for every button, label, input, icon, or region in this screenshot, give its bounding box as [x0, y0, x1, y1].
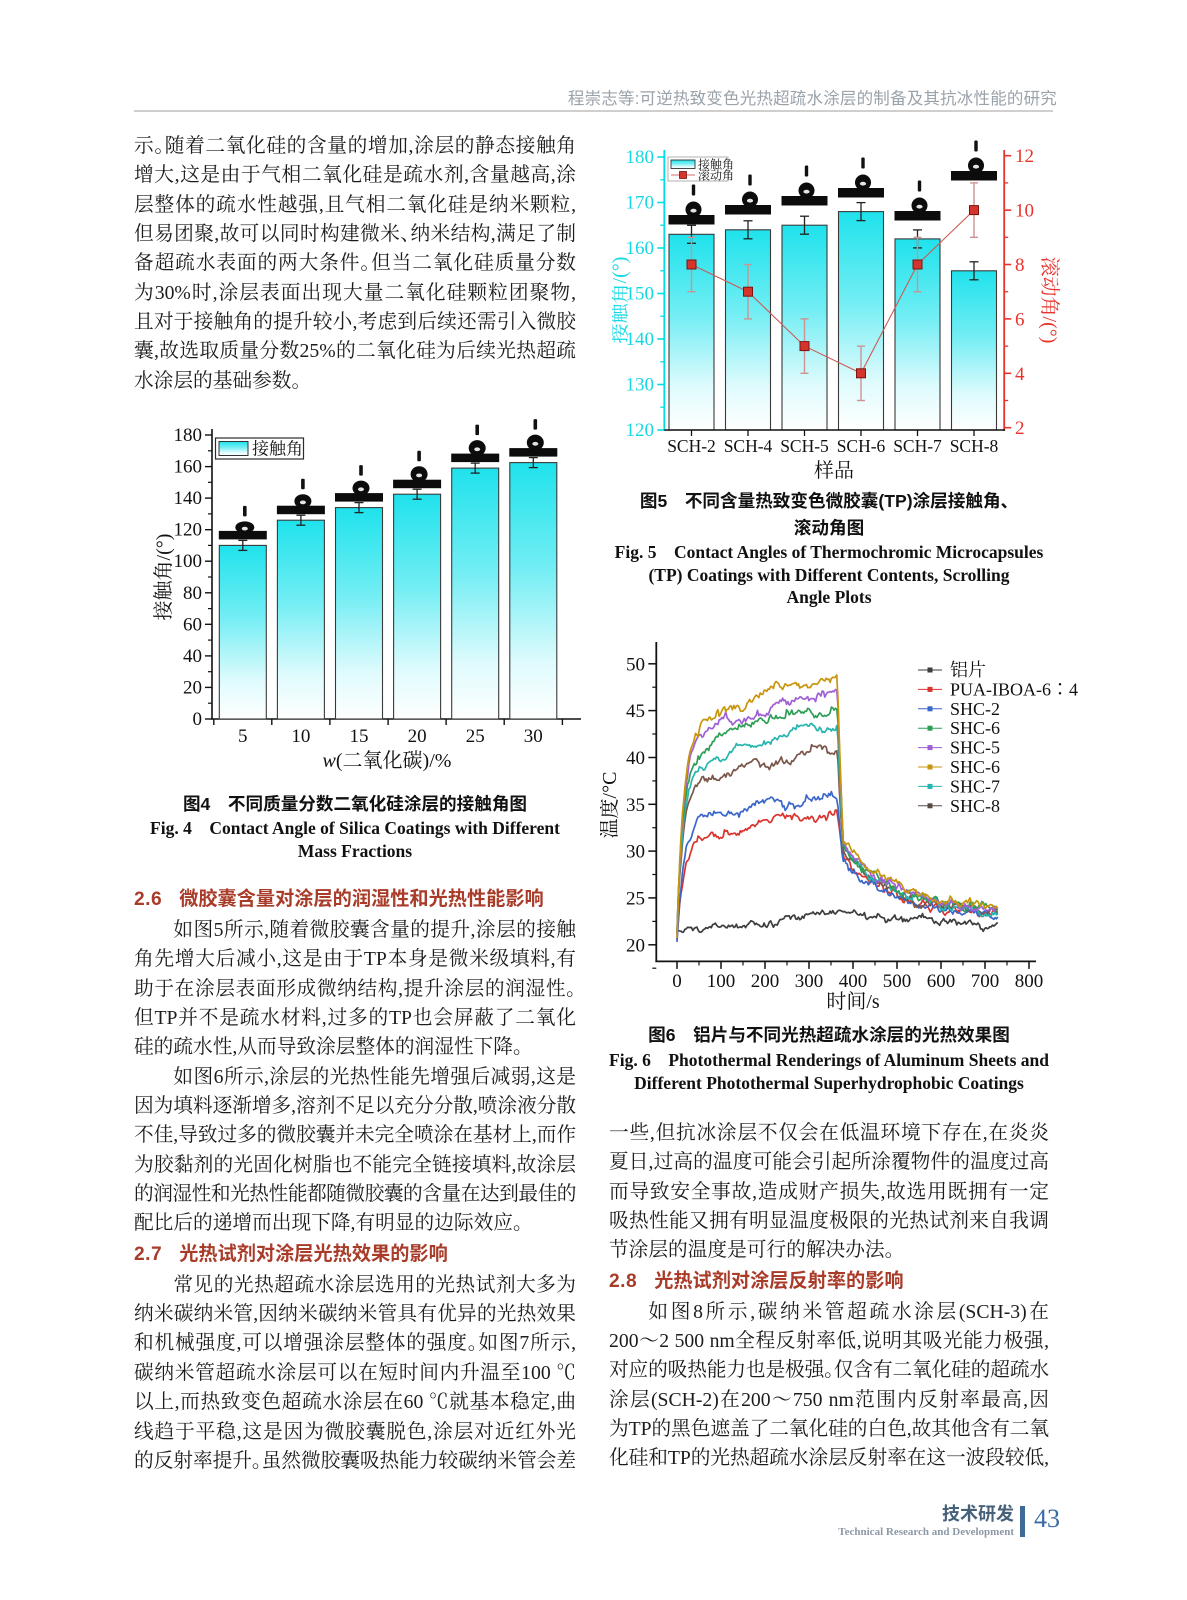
svg-text:0: 0	[193, 709, 203, 730]
svg-text:120: 120	[626, 420, 655, 441]
svg-text:40: 40	[183, 646, 202, 667]
svg-text:SCH-7: SCH-7	[893, 436, 942, 456]
svg-text:50: 50	[626, 654, 645, 675]
svg-text:接触角/(°): 接触角/(°)	[612, 257, 631, 344]
svg-text:2: 2	[1015, 418, 1025, 439]
svg-text:6: 6	[1015, 309, 1025, 330]
svg-text:SHC-5: SHC-5	[950, 738, 1000, 758]
svg-text:25: 25	[466, 726, 485, 747]
svg-text:接触角/(°): 接触角/(°)	[152, 534, 175, 621]
svg-text:180: 180	[174, 425, 203, 446]
svg-text:20: 20	[408, 726, 427, 747]
svg-text:600: 600	[927, 971, 956, 992]
svg-text:25: 25	[626, 888, 645, 909]
svg-text:铝片: 铝片	[950, 660, 986, 680]
svg-text:15: 15	[350, 726, 369, 747]
svg-text:5: 5	[238, 726, 248, 747]
svg-text:SCH-5: SCH-5	[780, 436, 829, 456]
svg-text:500: 500	[883, 971, 912, 992]
svg-text:SCH-8: SCH-8	[950, 436, 999, 456]
svg-text:160: 160	[626, 238, 655, 259]
svg-text:SCH-2: SCH-2	[667, 436, 716, 456]
svg-text:35: 35	[626, 795, 645, 816]
svg-text:温度/°C: 温度/°C	[600, 772, 621, 839]
svg-text:700: 700	[971, 971, 1000, 992]
svg-text:60: 60	[183, 614, 202, 635]
svg-text:180: 180	[626, 147, 655, 168]
svg-text:100: 100	[174, 551, 203, 572]
svg-text:140: 140	[626, 329, 655, 350]
svg-text:4: 4	[1015, 364, 1025, 385]
svg-text:SHC-8: SHC-8	[950, 796, 1000, 816]
svg-text:SHC-6: SHC-6	[950, 718, 1000, 738]
svg-text:时间/s: 时间/s	[826, 990, 880, 1013]
svg-text:30: 30	[626, 842, 645, 863]
svg-text:150: 150	[626, 284, 655, 305]
svg-text:45: 45	[626, 701, 645, 722]
svg-text:8: 8	[1015, 255, 1025, 276]
svg-text:800: 800	[1015, 971, 1044, 992]
svg-text:0: 0	[672, 971, 682, 992]
svg-text:滚动角/(°): 滚动角/(°)	[1038, 257, 1061, 344]
svg-text:10: 10	[1015, 201, 1034, 222]
svg-text:20: 20	[626, 935, 645, 956]
svg-text:130: 130	[626, 375, 655, 396]
svg-text:SHC-6: SHC-6	[950, 757, 1000, 777]
svg-text:30: 30	[524, 726, 543, 747]
svg-text:SCH-4: SCH-4	[724, 436, 773, 456]
svg-text:12: 12	[1015, 146, 1034, 167]
svg-text:接触角: 接触角	[252, 440, 303, 459]
svg-text:接触角: 接触角	[698, 157, 734, 172]
svg-text:300: 300	[795, 971, 824, 992]
svg-text:400: 400	[839, 971, 868, 992]
svg-text:SHC-7: SHC-7	[950, 776, 1000, 796]
svg-text:20: 20	[183, 677, 202, 698]
svg-text:160: 160	[174, 457, 203, 478]
svg-text:40: 40	[626, 748, 645, 769]
svg-text:w(二氧化碳)/%: w(二氧化碳)/%	[323, 749, 452, 772]
svg-text:200: 200	[751, 971, 780, 992]
svg-text:170: 170	[626, 193, 655, 214]
svg-text:120: 120	[174, 520, 203, 541]
svg-text:SHC-2: SHC-2	[950, 699, 1000, 719]
svg-text:样品: 样品	[814, 459, 854, 482]
svg-text:滚动角: 滚动角	[698, 168, 734, 183]
svg-text:SCH-6: SCH-6	[837, 436, 886, 456]
svg-text:80: 80	[183, 583, 202, 604]
svg-text:PUA-IBOA-6∶4: PUA-IBOA-6∶4	[950, 679, 1078, 699]
svg-text:140: 140	[174, 488, 203, 509]
svg-text:10: 10	[291, 726, 310, 747]
svg-text:100: 100	[707, 971, 736, 992]
